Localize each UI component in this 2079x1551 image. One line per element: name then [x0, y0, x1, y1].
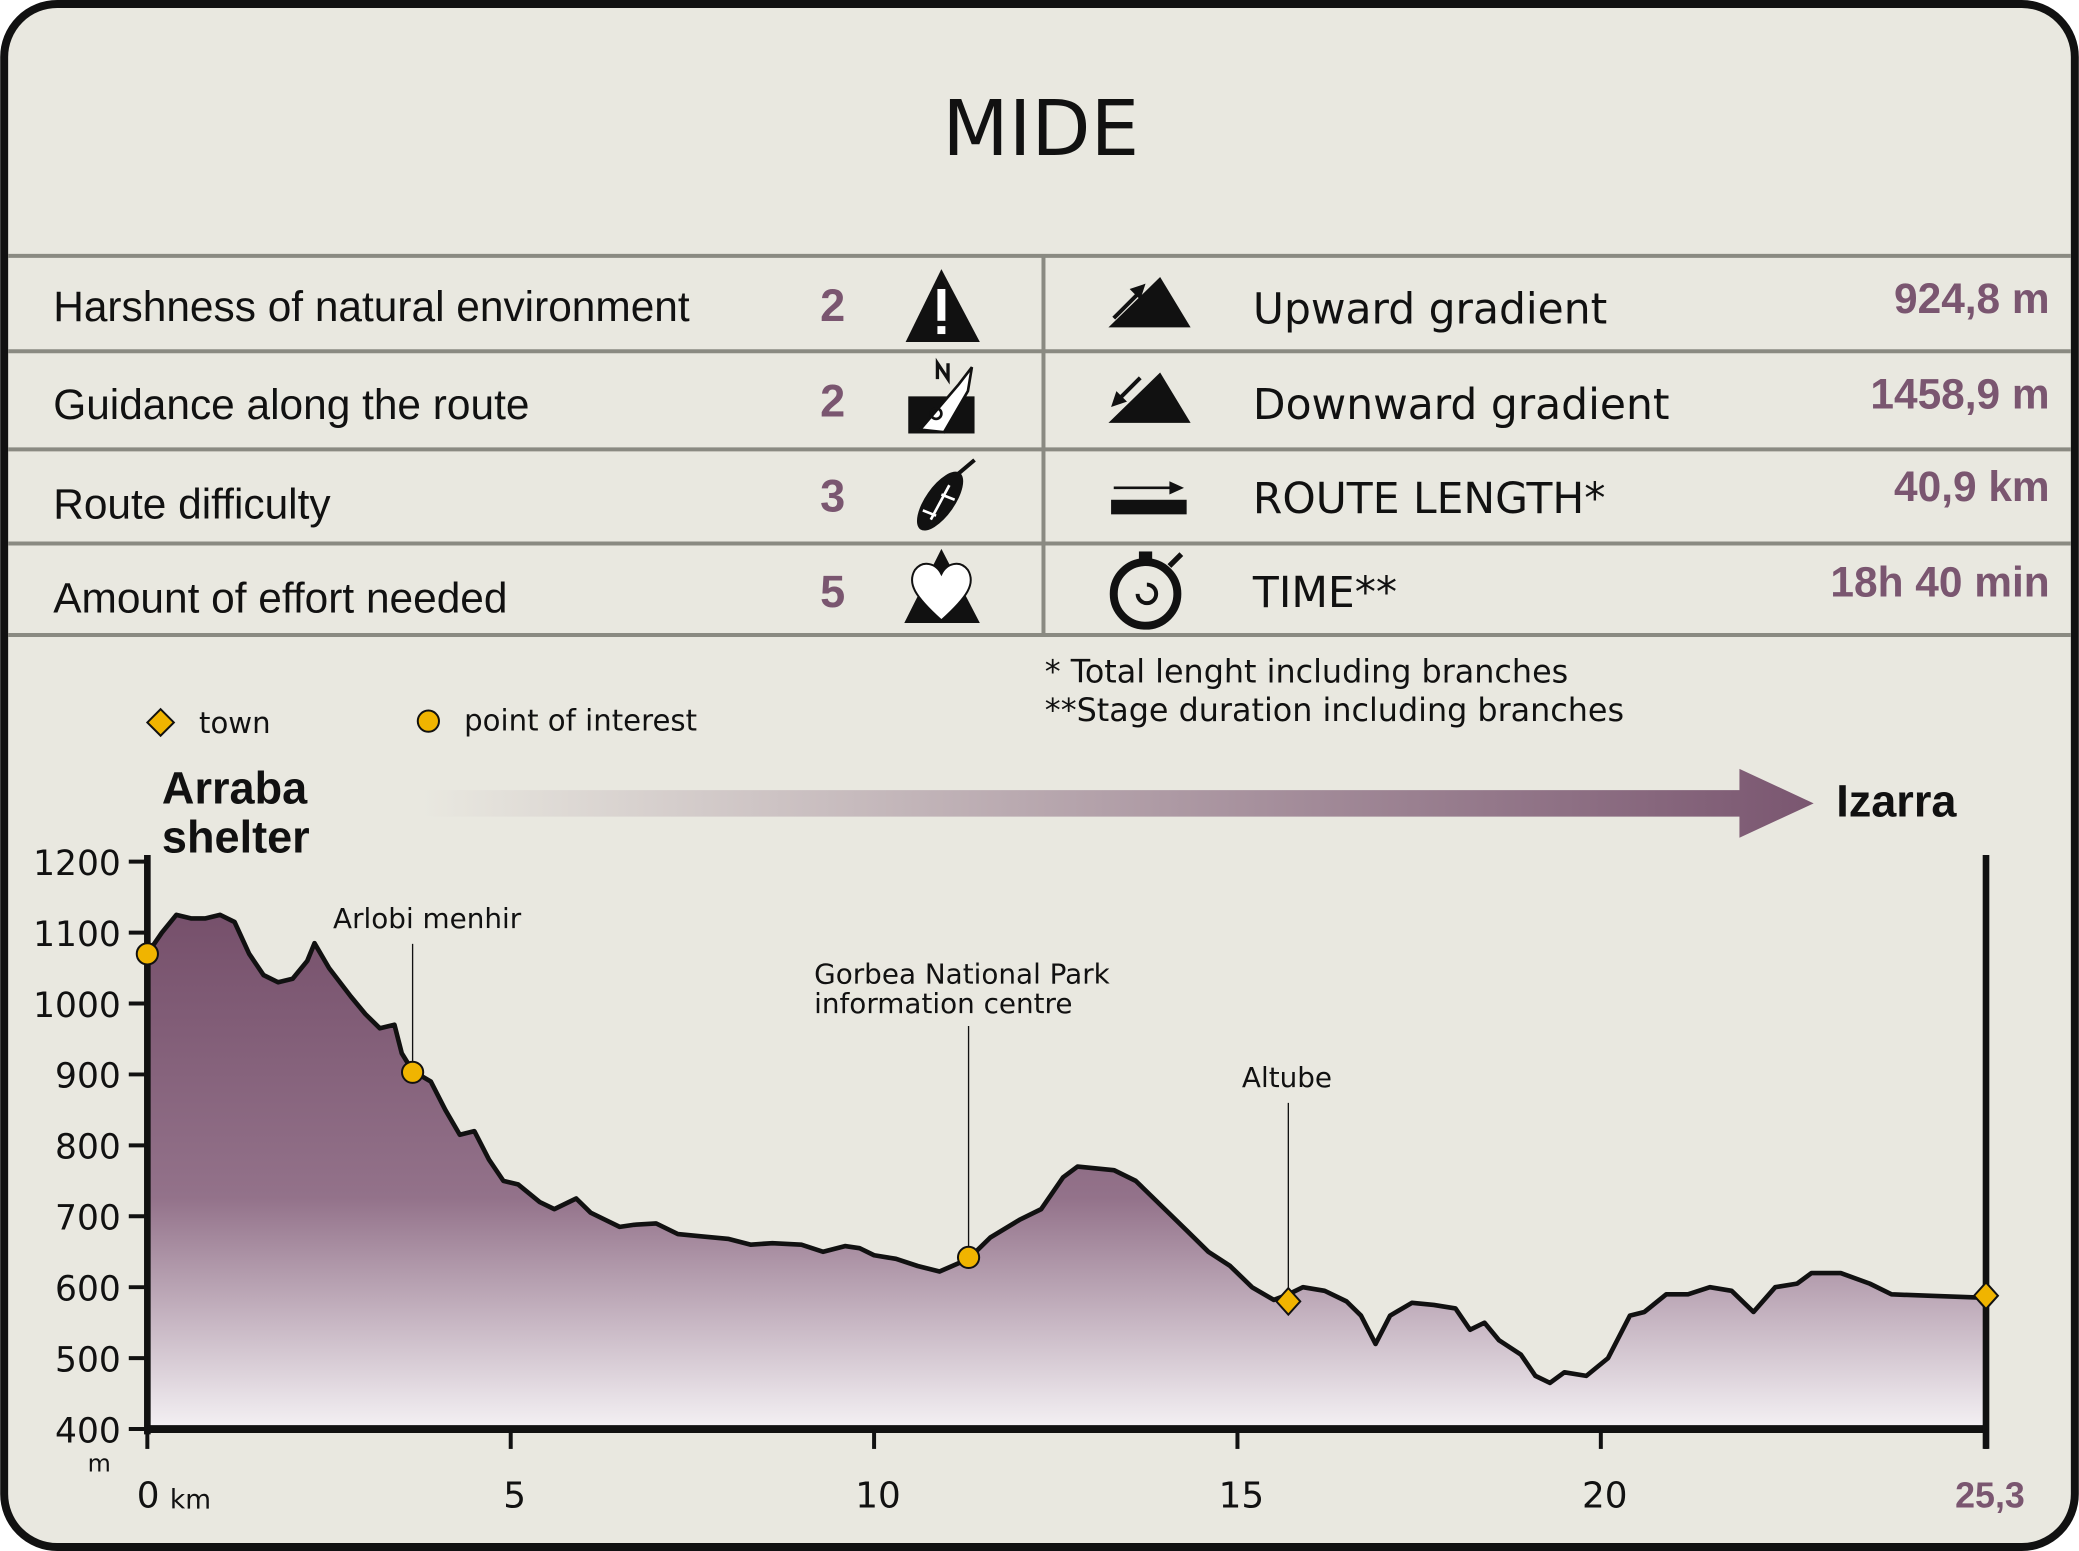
start-label: shelter	[162, 811, 310, 862]
elevation-area	[147, 914, 1987, 1430]
y-tick-label: 900	[55, 1057, 121, 1097]
y-tick-label: 1100	[33, 915, 121, 955]
heart-mountain-icon	[904, 548, 980, 624]
x-tick-label: 5	[503, 1475, 526, 1516]
town-marker	[1972, 1280, 2000, 1311]
mide-value: 2	[820, 280, 845, 331]
direction-arrow	[421, 768, 1814, 838]
footnote: **Stage duration including branches	[1045, 691, 1624, 729]
mide-row: Route difficulty 3	[53, 458, 976, 531]
end-label: Izarra	[1836, 776, 1957, 827]
stats-row: Upward gradient 924,8 m	[1108, 275, 2050, 334]
y-unit-label: m	[88, 1449, 111, 1477]
mide-label: Route difficulty	[53, 480, 331, 527]
x-unit-label: km	[170, 1485, 211, 1516]
legend-town-label: town	[199, 706, 271, 740]
footnote: * Total lenght including branches	[1045, 653, 1568, 691]
mide-label: Guidance along the route	[53, 381, 529, 428]
legend-poi-label: point of interest	[464, 703, 697, 737]
elevation-line	[145, 912, 1987, 1386]
annotation-label: Altube	[1242, 1061, 1332, 1094]
stats-row: TIME** 18h 40 min	[1109, 551, 2050, 630]
elevation-chart: 400 500 600 700 800 900 1000 1100 1200 m0 5 10 15 20 2…	[33, 844, 2025, 1516]
stopwatch-icon	[1109, 551, 1184, 630]
y-tick-label: 700	[55, 1199, 121, 1239]
x-tick-label: 0	[137, 1475, 160, 1516]
stats-row: Downward gradient 1458,9 m	[1108, 370, 2050, 430]
y-tick-label: 1000	[33, 986, 121, 1026]
town-marker	[1275, 1286, 1302, 1317]
compass-north-icon	[908, 357, 975, 434]
y-tick-label: 600	[55, 1269, 121, 1309]
stats-label: Downward gradient	[1253, 381, 1670, 430]
warning-mountain-icon	[905, 269, 980, 343]
annotation-label: information centre	[814, 987, 1072, 1020]
stats-value: 40,9 km	[1894, 463, 2050, 510]
chart-legend: town point of interest	[145, 703, 697, 740]
route-length-icon	[1111, 481, 1187, 515]
legend-poi-marker	[416, 709, 440, 733]
table-grid	[8, 253, 2071, 637]
y-tick-label: 500	[55, 1340, 121, 1380]
mide-value: 3	[820, 471, 845, 522]
y-tick-label: 800	[55, 1128, 121, 1168]
y-tick-label: 400	[55, 1411, 121, 1451]
mide-label: Amount of effort needed	[53, 574, 507, 621]
page-title: MIDE	[942, 85, 1139, 174]
stats-row: ROUTE LENGTH* 40,9 km	[1111, 463, 2050, 524]
stats-value: 924,8 m	[1894, 275, 2050, 322]
poi-marker	[135, 942, 159, 966]
stats-value: 1458,9 m	[1870, 370, 2049, 417]
stats-label: Upward gradient	[1253, 285, 1607, 334]
start-label: Arraba	[162, 762, 308, 813]
x-tick-label: 20	[1582, 1475, 1628, 1516]
upward-gradient-icon	[1108, 277, 1191, 328]
mide-value: 5	[820, 566, 845, 617]
mide-row: Harshness of natural environment 2	[53, 269, 980, 343]
stats-label: TIME**	[1252, 569, 1397, 618]
footprint-icon	[916, 458, 976, 531]
mide-value: 2	[820, 375, 845, 426]
annotation-label: Gorbea National Park	[814, 958, 1111, 991]
annotation-label: Arlobi menhir	[333, 902, 522, 935]
y-tick-label: 1200	[33, 844, 121, 884]
mide-label: Harshness of natural environment	[53, 283, 690, 330]
downward-gradient-icon	[1108, 372, 1191, 423]
x-tick-label: 25,3	[1955, 1475, 2025, 1515]
mide-row: Guidance along the route 2	[53, 357, 975, 434]
poi-marker	[401, 1060, 425, 1084]
mide-row: Amount of effort needed 5	[53, 548, 980, 624]
x-tick-label: 10	[855, 1475, 901, 1516]
stats-value: 18h 40 min	[1830, 559, 2049, 606]
legend-town-marker	[145, 707, 176, 738]
poi-marker	[956, 1245, 981, 1270]
x-tick-label: 15	[1219, 1475, 1265, 1516]
stats-label: ROUTE LENGTH*	[1253, 475, 1606, 524]
